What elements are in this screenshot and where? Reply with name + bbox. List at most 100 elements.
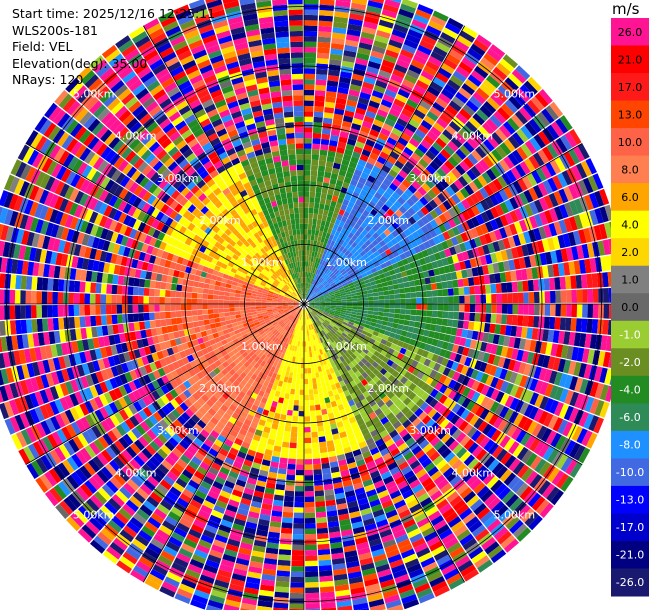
range-gate-bin bbox=[368, 311, 374, 315]
range-gate-bin bbox=[279, 549, 291, 555]
range-gate-bin bbox=[397, 324, 403, 330]
range-gate-bin bbox=[497, 304, 503, 314]
range-gate-bin bbox=[374, 304, 380, 308]
range-gate-bin bbox=[324, 205, 330, 211]
range-gate-bin bbox=[384, 295, 390, 300]
range-gate-bin bbox=[388, 317, 394, 322]
range-gate-bin bbox=[319, 565, 332, 571]
range-gate-bin bbox=[280, 533, 292, 539]
range-gate-bin bbox=[491, 294, 497, 303]
range-gate-bin bbox=[436, 318, 442, 325]
range-gate-bin bbox=[309, 208, 314, 214]
range-gate-bin bbox=[322, 215, 327, 221]
range-gate-bin bbox=[322, 414, 328, 420]
range-gate-bin bbox=[305, 427, 311, 433]
range-gate-bin bbox=[581, 319, 587, 333]
range-gate-bin bbox=[300, 341, 302, 347]
range-gate-bin bbox=[299, 406, 304, 412]
range-gate-bin bbox=[305, 464, 313, 470]
range-gate-bin bbox=[297, 373, 301, 379]
range-gate-bin bbox=[517, 315, 523, 326]
range-gate-bin bbox=[400, 304, 405, 309]
range-gate-bin bbox=[306, 347, 309, 353]
range-gate-bin bbox=[313, 128, 322, 134]
range-gate-bin bbox=[392, 323, 398, 329]
range-gate-bin bbox=[323, 210, 329, 216]
range-gate-bin bbox=[300, 384, 304, 390]
range-gate-bin bbox=[279, 392, 285, 398]
range-gate-bin bbox=[312, 154, 319, 160]
range-gate-bin bbox=[432, 311, 438, 318]
range-gate-bin bbox=[305, 416, 311, 422]
range-gate-bin bbox=[392, 279, 398, 285]
range-gate-bin bbox=[304, 52, 316, 58]
range-gate-bin bbox=[577, 289, 583, 303]
range-gate-bin bbox=[352, 307, 358, 310]
range-gate-bin bbox=[416, 310, 422, 316]
range-gate-bin bbox=[399, 288, 405, 293]
range-gate-bin bbox=[292, 550, 304, 556]
range-gate-bin bbox=[291, 571, 304, 577]
range-gate-bin bbox=[305, 507, 315, 513]
range-gate-bin bbox=[298, 416, 304, 422]
range-gate-bin bbox=[315, 192, 321, 198]
range-gate-bin bbox=[389, 290, 395, 295]
range-gate-bin bbox=[322, 463, 331, 469]
range-gate-bin bbox=[320, 447, 328, 453]
range-gate-bin bbox=[341, 302, 346, 304]
range-gate-bin bbox=[415, 286, 421, 292]
range-gate-bin bbox=[287, 383, 292, 389]
range-gate-bin bbox=[377, 287, 383, 292]
range-gate-bin bbox=[293, 534, 304, 540]
range-gate-bin bbox=[304, 352, 307, 357]
range-gate-bin bbox=[347, 302, 352, 304]
range-gate-bin bbox=[485, 314, 491, 323]
range-gate-bin bbox=[459, 296, 465, 304]
range-gate-bin bbox=[317, 219, 322, 225]
range-gate-bin bbox=[313, 122, 322, 128]
range-gate-bin bbox=[474, 286, 480, 295]
range-gate-bin bbox=[397, 278, 403, 284]
range-gate-bin bbox=[304, 138, 312, 144]
range-gate-bin bbox=[448, 288, 454, 296]
range-gate-bin bbox=[481, 295, 487, 304]
range-gate-bin bbox=[529, 304, 535, 315]
range-gate-bin bbox=[287, 410, 293, 416]
range-gate-bin bbox=[400, 299, 405, 304]
range-gate-bin bbox=[317, 47, 330, 53]
range-gate-bin bbox=[448, 304, 454, 311]
range-gate-bin bbox=[298, 427, 304, 433]
range-gate-bin bbox=[316, 506, 326, 512]
range-gate-bin bbox=[443, 289, 449, 296]
range-gate-bin bbox=[289, 604, 304, 610]
range-gate-bin bbox=[291, 432, 298, 438]
range-gate-bin bbox=[459, 312, 465, 320]
range-gate-bin bbox=[304, 197, 309, 203]
range-gate-bin bbox=[320, 404, 326, 410]
range-gate-bin bbox=[405, 315, 411, 321]
range-gate-bin bbox=[281, 387, 286, 393]
range-gate-bin bbox=[284, 501, 294, 507]
range-gate-bin bbox=[291, 383, 296, 389]
range-gate-bin bbox=[290, 588, 304, 594]
range-gate-bin bbox=[310, 186, 316, 192]
range-gate-bin bbox=[292, 555, 304, 561]
range-gate-bin bbox=[299, 400, 304, 405]
range-gate-bin bbox=[316, 415, 322, 421]
range-gate-bin bbox=[513, 304, 519, 314]
range-gate-bin bbox=[304, 202, 309, 207]
range-gate-bin bbox=[309, 395, 314, 401]
range-gate-bin bbox=[304, 384, 308, 390]
range-gate-bin bbox=[379, 304, 384, 308]
range-gate-bin bbox=[286, 415, 292, 421]
range-gate-bin bbox=[443, 304, 449, 311]
range-gate-bin bbox=[280, 452, 288, 458]
range-gate-bin bbox=[317, 214, 322, 220]
range-gate-bin bbox=[481, 304, 487, 313]
range-gate-bin bbox=[394, 289, 400, 294]
range-gate-bin bbox=[321, 457, 329, 463]
range-gate-bin bbox=[312, 144, 320, 150]
range-gate-bin bbox=[319, 15, 333, 21]
range-gate-bin bbox=[310, 245, 313, 251]
range-gate-bin bbox=[411, 310, 417, 316]
